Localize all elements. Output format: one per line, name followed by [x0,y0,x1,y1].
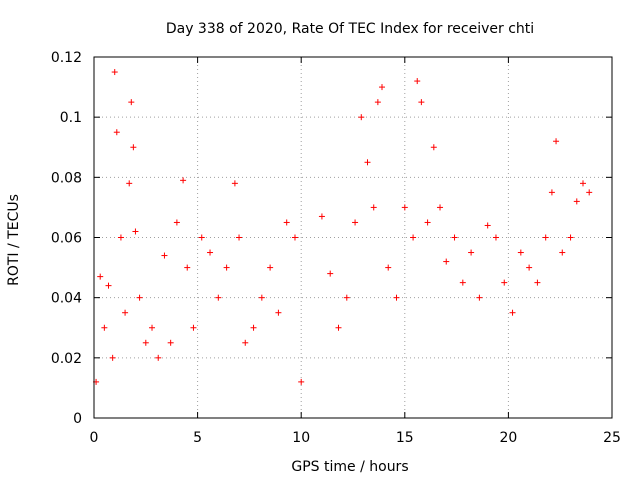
x-axis-title: GPS time / hours [291,459,408,475]
data-point [418,99,425,106]
data-point [526,264,533,271]
data-point [207,249,214,256]
data-point [534,279,541,286]
data-point [459,279,466,286]
x-tick-label: 25 [603,430,621,446]
data-point [401,204,408,211]
data-point [393,294,400,301]
x-tick-label: 15 [396,430,414,446]
data-point [410,234,417,241]
data-point [242,339,249,346]
data-point [437,204,444,211]
data-point [430,144,437,151]
y-tick-label: 0 [73,411,82,427]
data-point [97,273,104,280]
x-tick-label: 0 [90,430,99,446]
data-point [231,180,238,187]
data-point [517,249,524,256]
data-point [105,282,112,289]
data-point [223,264,230,271]
data-point [267,264,274,271]
y-tick-labels: 0 0.02 0.04 0.06 0.08 0.1 0.12 [51,50,82,427]
data-point [101,324,108,331]
data-point [509,309,516,316]
x-tick-label: 5 [193,430,202,446]
data-point [250,324,257,331]
data-point [414,78,421,85]
data-point [476,294,483,301]
data-point [236,234,243,241]
data-point [109,354,116,361]
data-point [573,198,580,205]
y-tick-label: 0.06 [51,231,82,247]
data-point [364,159,371,166]
data-point [586,189,593,196]
data-point [370,204,377,211]
data-point [335,324,342,331]
data-point [111,69,118,76]
y-axis-title: ROTI / TECUs [6,194,22,286]
data-point [298,378,305,385]
data-point [548,189,555,196]
data-point [553,138,560,145]
data-point [283,219,290,226]
y-tick-label: 0.04 [51,291,82,307]
data-point [352,219,359,226]
data-point [343,294,350,301]
data-point [190,324,197,331]
x-tick-labels: 0 5 10 15 20 25 [90,430,621,446]
data-point [258,294,265,301]
data-point [501,279,508,286]
data-point [149,324,156,331]
chart-title: Day 338 of 2020, Rate Of TEC Index for r… [166,21,534,37]
x-tick-label: 20 [499,430,517,446]
data-point [542,234,549,241]
data-point [374,99,381,106]
data-point [579,180,586,187]
data-point [184,264,191,271]
data-point [215,294,222,301]
data-point [142,339,149,346]
data-point [180,177,187,184]
data-point [130,144,137,151]
data-point [451,234,458,241]
data-point [443,258,450,265]
data-point [122,309,129,316]
data-point [275,309,282,316]
data-point [318,213,325,220]
data-point [468,249,475,256]
data-point [424,219,431,226]
data-point [126,180,133,187]
data-point [167,339,174,346]
data-point [484,222,491,229]
data-point [128,99,135,106]
data-point [559,249,566,256]
y-tick-label: 0.12 [51,50,82,66]
data-point [492,234,499,241]
data-point [136,294,143,301]
y-tick-label: 0.08 [51,170,82,186]
y-tick-label: 0.1 [60,110,82,126]
data-point [155,354,162,361]
data-point [567,234,574,241]
data-point [173,219,180,226]
data-point [379,84,386,91]
data-point [198,234,205,241]
data-point [327,270,334,277]
data-point [113,129,120,136]
axis-ticks [93,56,613,419]
data-point [117,234,124,241]
data-point [132,228,139,235]
x-tick-label: 10 [292,430,310,446]
data-points [93,69,593,385]
data-point [358,114,365,121]
grid-lines [94,57,612,418]
data-point [385,264,392,271]
data-point [291,234,298,241]
y-tick-label: 0.02 [51,351,82,367]
data-point [161,252,168,259]
